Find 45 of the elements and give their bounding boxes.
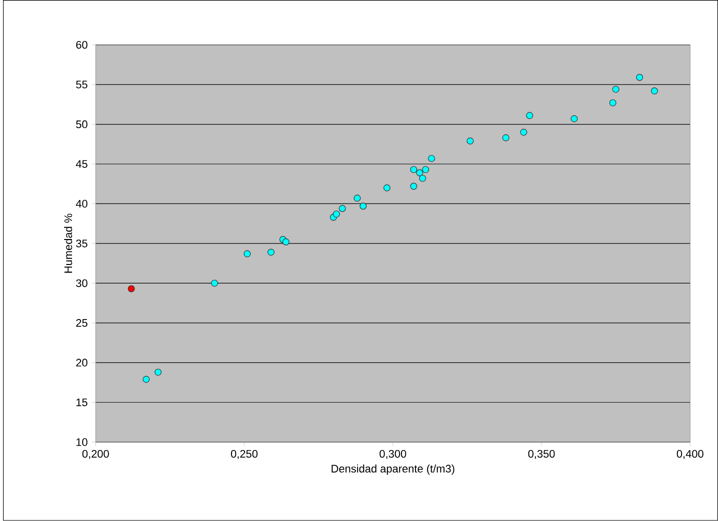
y-axis-title: Humedad %: [64, 214, 72, 273]
point: [650, 88, 658, 94]
point: [282, 238, 290, 246]
point: [636, 74, 644, 81]
y-tick-label: 55: [76, 80, 88, 88]
point: [466, 138, 474, 145]
y-tick-label: 50: [76, 120, 88, 128]
y-tick-label: 10: [76, 438, 88, 446]
point: [354, 194, 361, 202]
point: [154, 368, 162, 376]
x-axis-title: Densidad aparente (t/m3): [332, 464, 454, 475]
y-tick-label: 45: [76, 160, 88, 168]
point: [502, 134, 510, 142]
x-tick-label: 0,350: [528, 450, 555, 460]
x-tick-label: 0,300: [380, 450, 406, 460]
point: [244, 250, 251, 258]
point: [338, 205, 346, 212]
y-tick-label: 40: [76, 200, 88, 208]
point: [612, 86, 620, 93]
point: [128, 285, 135, 292]
point: [609, 99, 616, 106]
point: [332, 210, 340, 218]
x-tick-label: 0,400: [676, 450, 704, 460]
point: [142, 376, 150, 383]
point: [410, 166, 418, 174]
y-tick-label: 30: [76, 279, 88, 288]
point: [360, 202, 367, 210]
x-tick-label: 0,200: [82, 450, 109, 460]
point: [419, 174, 426, 182]
point: [422, 166, 430, 174]
point: [268, 248, 275, 256]
point: [570, 115, 578, 122]
y-tick-label: 25: [76, 319, 88, 327]
point: [383, 184, 390, 192]
y-tick-label: 20: [76, 358, 88, 367]
point: [428, 155, 436, 162]
y-tick-label: 35: [76, 240, 88, 248]
y-tick-label: 60: [76, 41, 88, 49]
point: [520, 128, 528, 136]
y-tick-label: 15: [76, 398, 88, 406]
point: [410, 182, 418, 190]
point: [526, 112, 534, 120]
point: [416, 169, 424, 176]
point: [211, 280, 218, 287]
x-tick-label: 0,250: [230, 450, 258, 460]
